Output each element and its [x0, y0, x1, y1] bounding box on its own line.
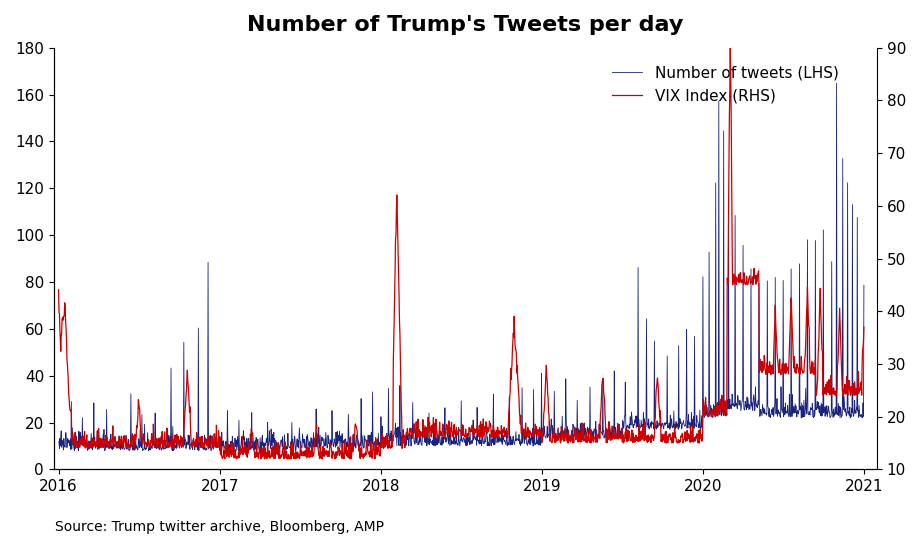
VIX Index (RHS)	[307, 453, 318, 460]
Number of tweets (LHS)	[831, 80, 842, 86]
Title: Number of Trump's Tweets per day: Number of Trump's Tweets per day	[247, 15, 683, 35]
VIX Index (RHS)	[242, 445, 253, 452]
Number of tweets (LHS)	[858, 282, 869, 289]
Line: VIX Index (RHS): VIX Index (RHS)	[59, 48, 864, 459]
VIX Index (RHS)	[821, 381, 832, 388]
VIX Index (RHS)	[796, 364, 807, 370]
VIX Index (RHS)	[53, 287, 64, 293]
VIX Index (RHS)	[557, 429, 568, 436]
VIX Index (RHS)	[858, 324, 869, 330]
Number of tweets (LHS)	[508, 440, 519, 446]
Number of tweets (LHS)	[242, 446, 253, 453]
Number of tweets (LHS)	[307, 443, 318, 449]
Number of tweets (LHS)	[557, 433, 568, 440]
Text: Source: Trump twitter archive, Bloomberg, AMP: Source: Trump twitter archive, Bloomberg…	[55, 519, 384, 534]
VIX Index (RHS)	[725, 44, 736, 51]
Number of tweets (LHS)	[53, 438, 64, 445]
VIX Index (RHS)	[283, 456, 294, 462]
Line: Number of tweets (LHS): Number of tweets (LHS)	[59, 83, 864, 451]
Number of tweets (LHS)	[796, 414, 807, 421]
VIX Index (RHS)	[508, 334, 519, 340]
Number of tweets (LHS)	[820, 409, 831, 415]
Number of tweets (LHS)	[290, 448, 301, 454]
Legend: Number of tweets (LHS), VIX Index (RHS): Number of tweets (LHS), VIX Index (RHS)	[606, 59, 845, 109]
